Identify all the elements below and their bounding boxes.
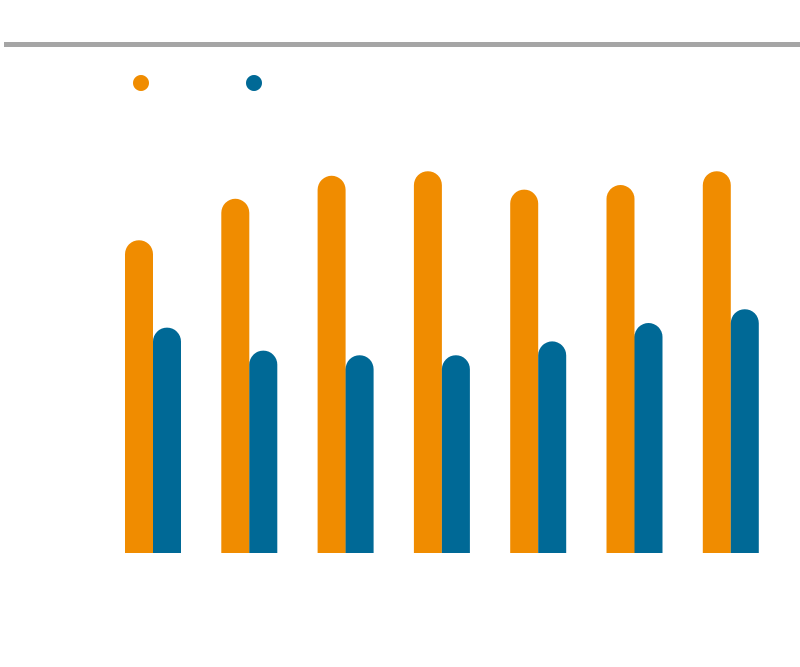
legend-marker-series-1 [133,75,149,91]
bar-series-2-category-1 [153,327,181,553]
bar-series-2-category-3 [345,355,374,553]
legend [133,75,262,91]
bar-series-2-category-6 [634,323,663,553]
bar-series-1-category-1 [125,240,153,553]
bar-series-1-category-6 [606,185,635,554]
bar-series-1-category-4 [413,171,442,553]
bars [125,171,759,554]
bar-series-1-category-2 [221,198,250,553]
bar-series-2-category-7 [730,309,759,553]
bar-series-1-category-7 [702,171,731,553]
bar-series-2-category-4 [441,355,470,553]
legend-marker-series-2 [246,75,262,91]
top-rule [4,42,800,47]
bar-series-1-category-5 [510,189,539,553]
bar-series-2-category-2 [249,350,278,553]
bar-series-2-category-5 [538,341,567,553]
bar-series-1-category-3 [317,175,346,554]
